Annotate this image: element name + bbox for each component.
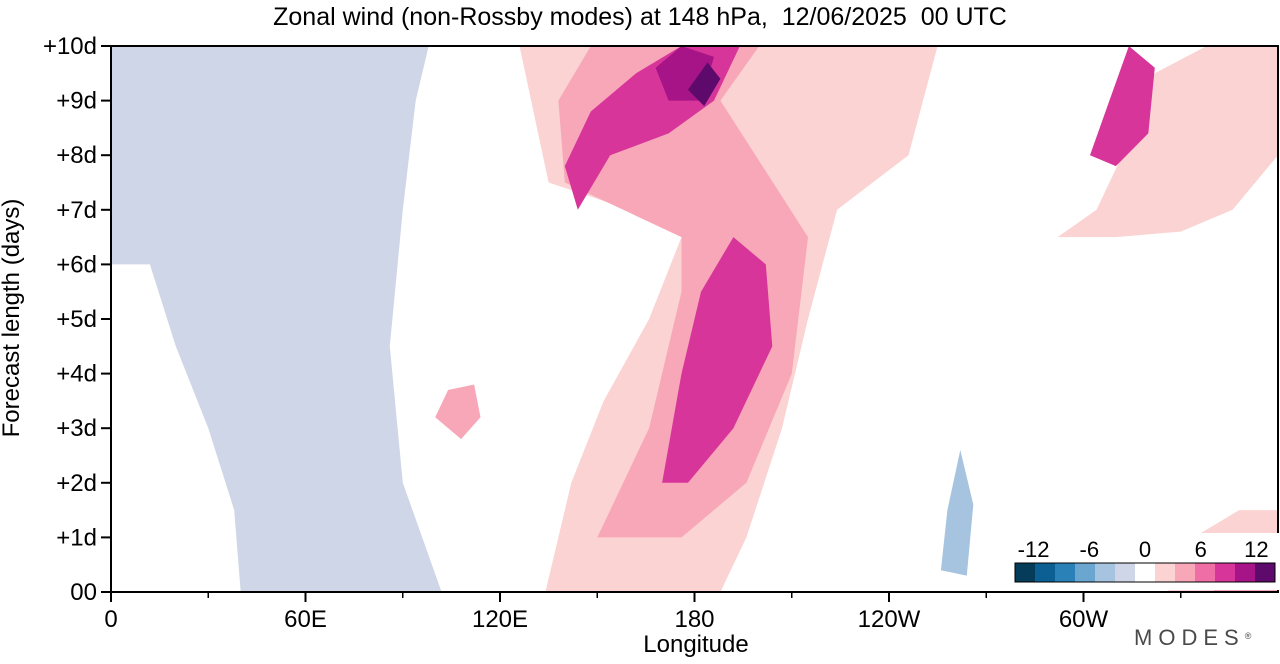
colorbar-label-4: 12 <box>1244 537 1268 562</box>
contour-region-17 <box>940 450 974 576</box>
contour-region-13 <box>1090 46 1155 167</box>
x-axis: 0 60E 120E 180 120W 60W <box>104 592 1182 633</box>
colorbar-swatch-4 <box>1095 563 1116 582</box>
colorbar-swatch-11 <box>1235 563 1256 582</box>
colorbar-frame <box>1014 562 1276 583</box>
contour-region-16 <box>435 384 481 440</box>
y-axis: 00 +1d +2d +3d +4d +5d +6d +7d +8d +9d +10d <box>43 33 111 606</box>
x-tick-label-0: 0 <box>104 606 117 633</box>
colorbar-swatch-8 <box>1175 563 1196 582</box>
y-tick-label-9: +9d <box>56 88 97 115</box>
y-tick-label-8: +8d <box>56 142 97 169</box>
contour-region-11 <box>688 62 721 107</box>
colorbar-swatch-10 <box>1215 563 1236 582</box>
colorbar-label-3: 6 <box>1195 537 1207 562</box>
colorbar-swatch-5 <box>1115 563 1136 582</box>
x-tick-label-3: 180 <box>674 606 714 633</box>
chart-title: Zonal wind (non-Rossby modes) at 148 hPa… <box>273 3 1007 31</box>
contour-region-4 <box>111 46 442 592</box>
y-tick-label-2: +2d <box>56 470 97 497</box>
colorbar-label-0: -12 <box>1018 537 1050 562</box>
colorbar-swatch-3 <box>1075 563 1096 582</box>
contour-region-12 <box>1057 46 1278 238</box>
y-tick-label-10: +10d <box>43 33 97 60</box>
colorbar-swatch-9 <box>1195 563 1216 582</box>
colorbar-swatch-2 <box>1055 563 1076 582</box>
y-tick-label-5: +5d <box>56 306 97 333</box>
x-tick-label-1: 60E <box>284 606 327 633</box>
colorbar-swatch-0 <box>1015 563 1036 582</box>
y-tick-label-1: +1d <box>56 524 97 551</box>
modes-logo: MODES® <box>1134 625 1252 650</box>
colorbar-legend: -12 -6 0 6 12 <box>1009 533 1280 590</box>
contour-field <box>111 46 1278 592</box>
colorbar-swatch-7 <box>1155 563 1176 582</box>
contour-region-8 <box>662 237 773 483</box>
x-axis-label: Longitude <box>643 631 749 658</box>
y-tick-label-3: +3d <box>56 415 97 442</box>
colorbar-swatch-12 <box>1255 563 1276 582</box>
colorbar-label-2: 0 <box>1139 537 1151 562</box>
colorbar-swatch-1 <box>1035 563 1056 582</box>
x-tick-label-4: 120W <box>858 606 921 633</box>
y-tick-label-7: +7d <box>56 197 97 224</box>
x-tick-label-2: 120E <box>472 606 528 633</box>
contour-region-7 <box>558 46 808 538</box>
y-tick-label-6: +6d <box>56 251 97 278</box>
x-tick-label-5: 60W <box>1059 606 1109 633</box>
colorbar-swatch-6 <box>1135 563 1156 582</box>
y-tick-label-4: +4d <box>56 361 97 388</box>
colorbar-label-1: -6 <box>1080 537 1100 562</box>
y-tick-label-0: 00 <box>70 579 97 606</box>
contour-region-5 <box>111 46 157 265</box>
